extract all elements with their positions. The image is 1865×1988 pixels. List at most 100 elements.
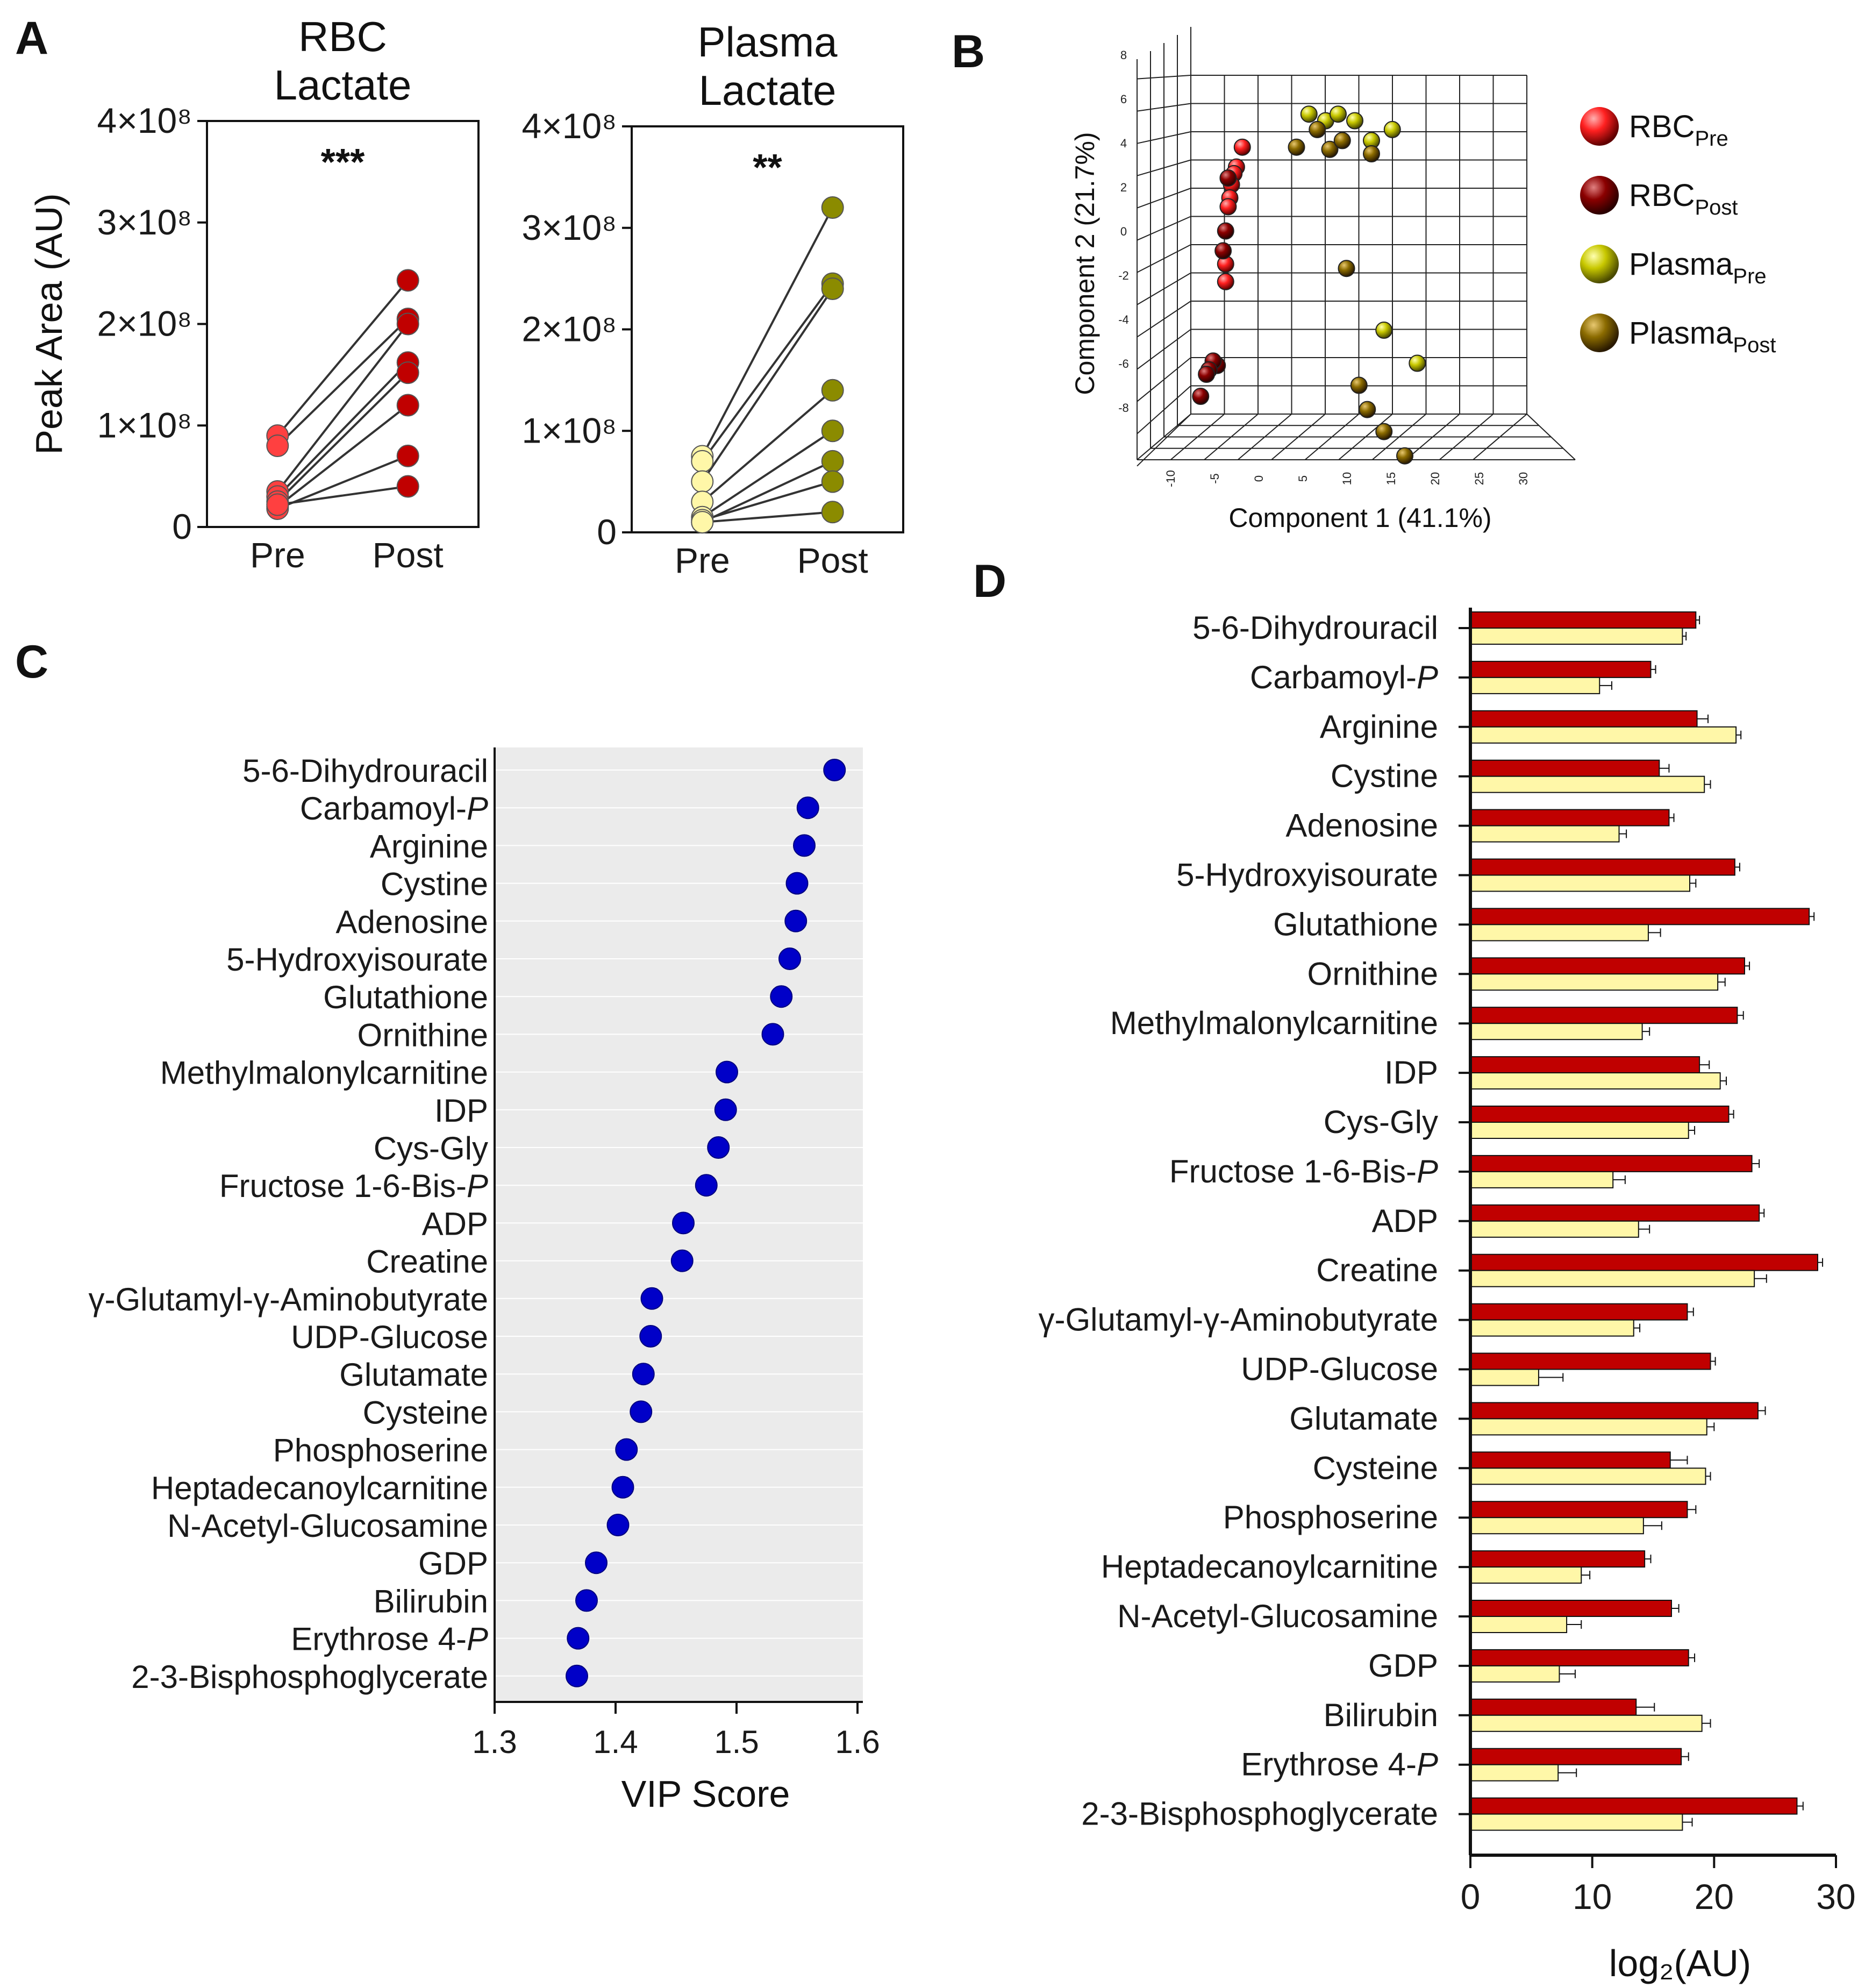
panel-label-c: C	[15, 636, 48, 688]
category-label: IDP	[434, 1093, 488, 1129]
plasma-bar	[1470, 1072, 1721, 1090]
y-tick-label: 0	[1120, 225, 1127, 238]
pls-point	[1214, 242, 1232, 260]
y-tick-label: 3×10⁸	[97, 202, 192, 242]
category-label: Bilirubin	[1324, 1697, 1438, 1733]
x-axis-label: Component 1 (41.1%)	[1228, 503, 1491, 533]
post-point	[396, 269, 419, 292]
vip-point	[615, 1438, 638, 1461]
vip-point	[632, 1363, 655, 1386]
panel-label-b: B	[952, 26, 985, 77]
rbc-bar	[1470, 1600, 1672, 1617]
category-label: GDP	[1368, 1648, 1438, 1684]
rbc-bar	[1470, 1649, 1689, 1666]
pair-line	[702, 480, 833, 522]
chart-title-line: Lactate	[274, 61, 412, 109]
vip-point	[784, 909, 808, 932]
category-label: GDP	[418, 1545, 488, 1581]
category-label: Ornithine	[358, 1017, 488, 1053]
rbc-bar	[1470, 1303, 1688, 1321]
x-tick-label: 25	[1473, 472, 1486, 485]
category-label: ADP	[1372, 1203, 1438, 1239]
pair-line	[276, 280, 409, 437]
pair-line	[276, 372, 409, 503]
pls-point	[1219, 198, 1237, 216]
pls-point	[1346, 112, 1363, 130]
category-label: Fructose 1-6-Bis-P	[1169, 1153, 1438, 1189]
vip-point	[707, 1136, 730, 1159]
y-tick-label: 0	[172, 507, 192, 546]
pls-point	[1309, 120, 1326, 138]
plasma-bar	[1470, 1665, 1560, 1683]
pair-line	[702, 430, 833, 518]
category-label: Fructose 1-6-Bis-P	[219, 1168, 488, 1204]
category-label: 5-6-Dihydrouracil	[242, 753, 488, 789]
post-point	[396, 444, 419, 467]
x-tick-label: 30	[1816, 1877, 1855, 1916]
category-label: N-Acetyl-Glucosamine	[1117, 1598, 1438, 1634]
panel-label-a: A	[15, 12, 48, 64]
category-label: Erythrose 4-P	[291, 1621, 488, 1657]
category-label: γ-Glutamyl-γ-Aminobutyrate	[88, 1281, 488, 1317]
post-point	[821, 419, 844, 443]
legend-label: RBCPre	[1629, 109, 1728, 151]
y-tick-label: 4	[1120, 137, 1127, 150]
rbc-bar	[1470, 957, 1745, 975]
legend-label: PlasmaPre	[1629, 247, 1767, 288]
y-tick-label: 4×10⁸	[521, 106, 617, 146]
rbc-bar	[1470, 1352, 1711, 1370]
rbc-bar	[1470, 1204, 1760, 1222]
vip-point	[640, 1287, 663, 1310]
post-point	[821, 196, 844, 219]
legend-label: PlasmaPost	[1629, 316, 1776, 357]
category-label: Bilirubin	[374, 1583, 488, 1619]
plasma-bar	[1470, 1467, 1706, 1485]
category-label: Glutathione	[323, 979, 488, 1015]
panel-label-d: D	[973, 555, 1006, 607]
post-point	[396, 394, 419, 417]
x-tick-label: Pre	[675, 540, 730, 580]
vip-point	[716, 1060, 738, 1084]
rbc-bar	[1470, 1402, 1759, 1420]
plasma-bar	[1470, 1566, 1582, 1584]
y-tick-label: 2×10⁸	[97, 304, 192, 344]
rbc-bar	[1470, 611, 1697, 629]
category-label: Cystine	[381, 866, 488, 902]
category-label: Heptadecanoylcarnitine	[151, 1470, 488, 1506]
category-label: 2-3-Bisphosphoglycerate	[1081, 1796, 1438, 1832]
vip-point	[670, 1249, 694, 1272]
chart-vip-scores: 1.3 1.4 1.5 1.6 VIP Score 5-6-DihydrouracilCa…	[88, 747, 880, 1815]
post-point	[396, 361, 419, 384]
vip-point	[606, 1514, 630, 1536]
pls-point	[1409, 354, 1426, 372]
legend-marker	[1580, 245, 1619, 283]
plasma-bar	[1470, 1122, 1689, 1139]
pre-point	[691, 511, 714, 534]
rbc-bar	[1470, 1797, 1798, 1815]
post-point	[821, 470, 844, 493]
pls-point	[1198, 366, 1216, 383]
y-tick-label: 2	[1120, 181, 1127, 194]
category-label: Phosphoserine	[1223, 1499, 1438, 1535]
x-tick-label: 1.6	[835, 1724, 880, 1760]
category-label: Cys-Gly	[1324, 1104, 1438, 1140]
category-label: 5-Hydroxyisourate	[226, 942, 488, 978]
post-point	[821, 277, 844, 300]
rbc-bar	[1470, 710, 1698, 728]
rbc-bar	[1470, 1106, 1730, 1123]
vip-point	[672, 1212, 695, 1235]
rbc-bar	[1470, 1056, 1700, 1074]
pls-point	[1333, 132, 1351, 149]
legend-marker	[1580, 107, 1619, 146]
pair-line	[702, 511, 833, 524]
pls-point	[1338, 260, 1355, 277]
category-label: 2-3-Bisphosphoglycerate	[131, 1659, 488, 1695]
vip-point	[575, 1589, 598, 1612]
plasma-bar	[1470, 1171, 1614, 1188]
category-label: UDP-Glucose	[1241, 1351, 1438, 1387]
y-tick-label: -8	[1118, 401, 1129, 415]
category-label: Carbamoyl-P	[300, 790, 488, 826]
pair-line	[277, 455, 409, 510]
category-label: Cys-Gly	[374, 1130, 488, 1166]
